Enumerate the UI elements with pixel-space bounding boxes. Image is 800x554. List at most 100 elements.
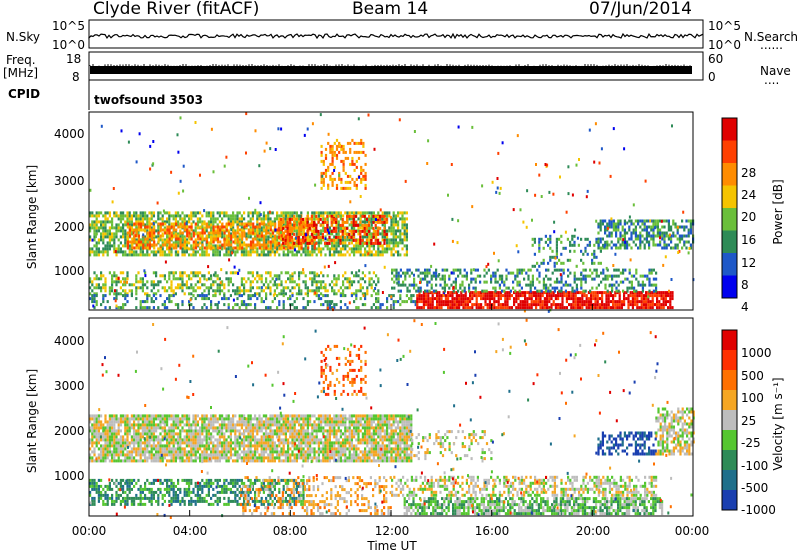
echo-cell [641, 228, 644, 232]
echo-cell [430, 277, 433, 281]
echo-cell [598, 161, 601, 165]
echo-cell [342, 247, 345, 251]
echo-cell [408, 283, 411, 287]
echo-cell [282, 250, 285, 254]
nsearch-tick-bottom: 10^0 [708, 38, 741, 52]
echo-cell [339, 229, 342, 233]
echo-cell [225, 277, 228, 281]
echo-cell [249, 217, 252, 221]
echo-cell [381, 214, 384, 218]
echo-cell [574, 294, 577, 298]
echo-cell [115, 247, 118, 251]
echo-cell [667, 222, 670, 226]
echo-cell [532, 303, 535, 307]
echo-cell [606, 228, 609, 232]
echo-cell [236, 237, 239, 241]
echo-cell [305, 233, 308, 237]
echo-cell [358, 269, 361, 273]
echo-cell [379, 250, 382, 254]
echo-cell [583, 300, 586, 304]
echo-cell [513, 291, 516, 295]
p1-ytick-4000: 4000 [54, 127, 85, 141]
echo-cell [210, 306, 213, 310]
echo-cell [487, 268, 490, 272]
power-cbar-tick-12: 12 [741, 256, 757, 270]
echo-cell [491, 297, 494, 301]
echo-cell [108, 247, 111, 251]
echo-cell [216, 240, 220, 244]
echo-cell [353, 168, 356, 172]
echo-cell [287, 271, 290, 275]
echo-cell [317, 250, 320, 254]
echo-cell [689, 219, 692, 223]
echo-cell [546, 300, 549, 304]
echo-cell [493, 291, 496, 295]
echo-cell [91, 214, 94, 218]
echo-cell [370, 250, 373, 254]
echo-cell [637, 280, 640, 284]
echo-cell [432, 274, 435, 278]
echo-cell [258, 238, 261, 242]
xtick-6: 00:00 [674, 524, 710, 538]
echo-cell [596, 306, 599, 310]
echo-cell [300, 243, 303, 247]
echo-cell [513, 303, 516, 307]
echo-cell [225, 155, 228, 159]
echo-cell [260, 286, 263, 290]
echo-cell [272, 283, 275, 287]
echo-cell [393, 268, 396, 272]
echo-cell [376, 238, 379, 242]
echo-cell [317, 214, 320, 218]
echo-cell [245, 151, 247, 155]
echo-cell [482, 297, 485, 301]
echo-cell [580, 249, 583, 253]
echo-cell [612, 225, 615, 229]
echo-cell [320, 214, 323, 218]
echo-cell [365, 238, 368, 242]
echo-cell [346, 277, 349, 281]
echo-cell [104, 306, 107, 310]
echo-cell [357, 226, 360, 230]
echo-cell [630, 274, 633, 278]
echo-cell [685, 240, 688, 244]
echo-cell [414, 300, 417, 304]
echo-cell [172, 232, 175, 236]
echo-cell [265, 223, 268, 227]
echo-cell [135, 228, 138, 232]
echo-cell [93, 232, 96, 236]
echo-cell [348, 211, 351, 215]
echo-cell [232, 214, 235, 218]
echo-cell [602, 277, 605, 281]
echo-cell [392, 306, 395, 310]
echo-cell [322, 177, 325, 181]
echo-cell [596, 300, 599, 304]
echo-cell [626, 221, 629, 225]
echo-cell [128, 225, 132, 229]
echo-cell [164, 231, 167, 235]
echo-cell [117, 217, 120, 221]
echo-cell [183, 271, 186, 275]
echo-cell [590, 303, 593, 307]
echo-cell [108, 271, 111, 275]
echo-cell [682, 210, 685, 214]
echo-cell [366, 235, 369, 239]
echo-cell [337, 238, 340, 242]
echo-cell [91, 414, 94, 418]
echo-cell [196, 217, 199, 221]
echo-cell [170, 231, 173, 235]
echo-cell [565, 210, 568, 214]
echo-cell [326, 226, 329, 230]
echo-cell [245, 280, 248, 284]
echo-cell [523, 277, 526, 281]
echo-cell [124, 223, 127, 227]
echo-cell [559, 294, 562, 298]
echo-cell [194, 226, 197, 230]
echo-cell [247, 243, 250, 247]
echo-cell [354, 220, 357, 224]
echo-cell [201, 306, 204, 310]
echo-cell [667, 243, 670, 247]
echo-cell [141, 220, 144, 224]
echo-cell [393, 280, 396, 284]
echo-cell [641, 240, 644, 244]
echo-cell [397, 274, 400, 278]
